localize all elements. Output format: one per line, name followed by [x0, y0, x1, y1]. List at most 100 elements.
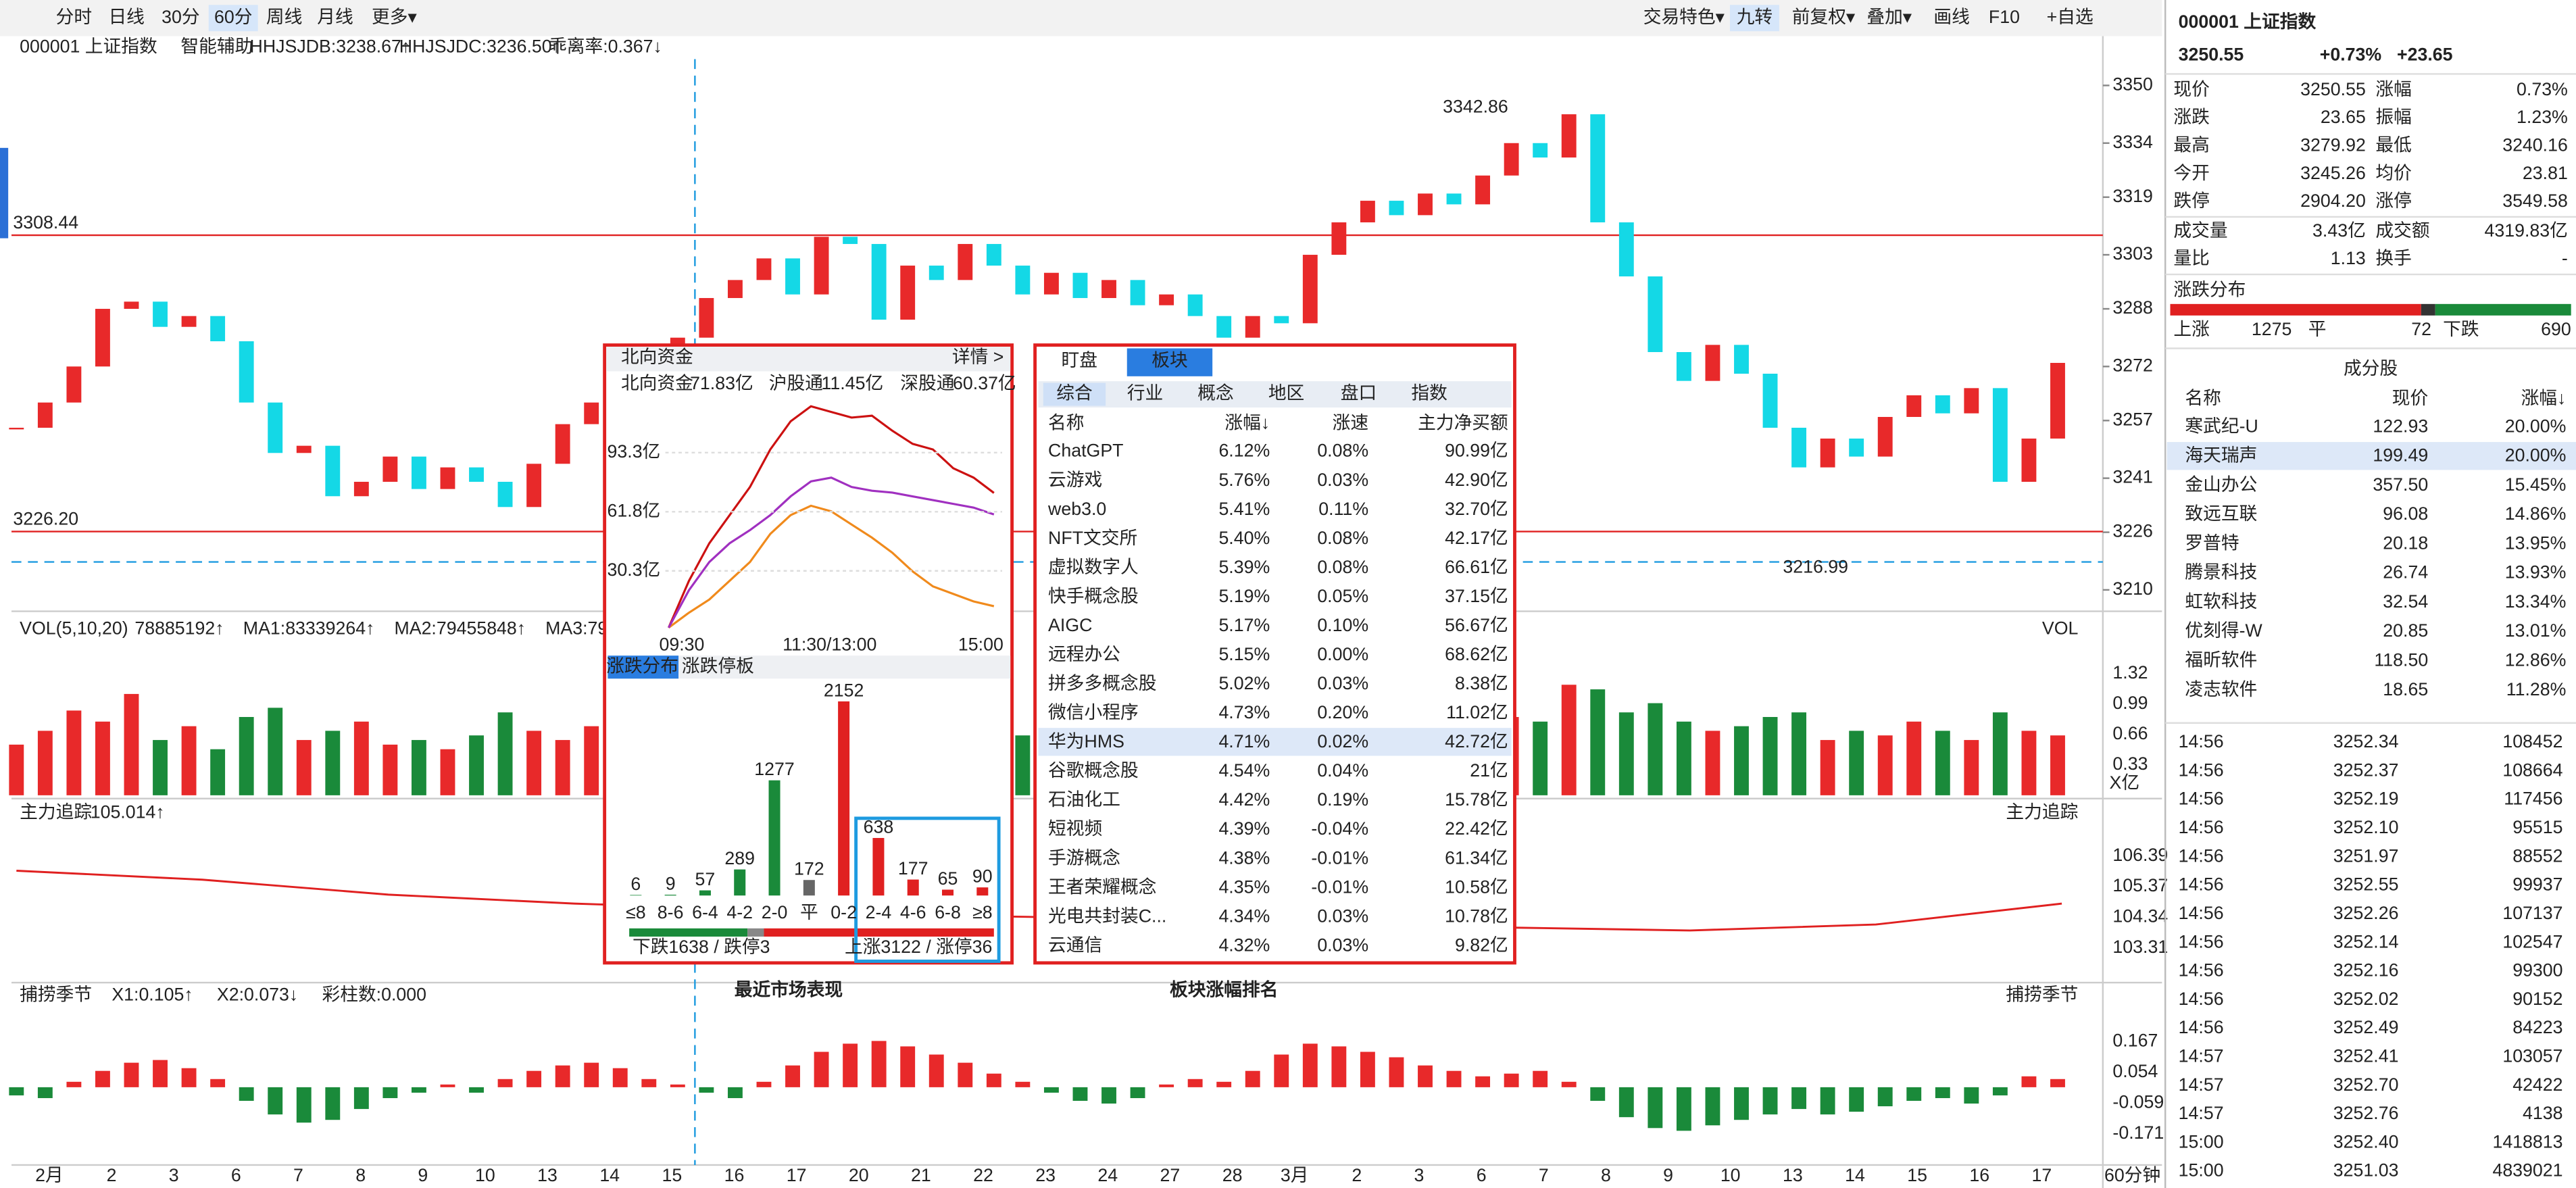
stock-name[interactable]: 致远互联	[2185, 503, 2257, 524]
legend-value: 60.37亿	[953, 373, 1016, 393]
toolbar-button[interactable]: 九转	[1737, 7, 1773, 27]
toolbar-button[interactable]: 日线	[108, 7, 144, 27]
stock-name[interactable]: 凌志软件	[2185, 679, 2257, 699]
stock-name[interactable]: 虹软科技	[2185, 591, 2257, 612]
toolbar-button[interactable]: +自选	[2047, 7, 2094, 27]
season-bar	[9, 1087, 24, 1095]
toolbar-button[interactable]: 分时	[56, 7, 92, 27]
cell: 32.54	[2383, 591, 2428, 612]
trade-cell: 103057	[2502, 1046, 2562, 1066]
stock-name[interactable]: 罗普特	[2185, 533, 2239, 553]
season-bar	[1849, 1087, 1864, 1112]
volume-bar	[1964, 740, 1979, 795]
cell: 5.76%	[1218, 470, 1270, 490]
flow-line	[668, 476, 995, 628]
caption: 板块涨幅排名	[1170, 979, 1278, 999]
cell: 5.17%	[1218, 615, 1270, 635]
trade-cell: 14:56	[2179, 931, 2224, 951]
season-bar	[1389, 1057, 1404, 1087]
cell: 8.38亿	[1455, 673, 1508, 693]
down-summary: 下跌1638 / 跌停3	[633, 937, 770, 957]
volume-bar	[2050, 735, 2065, 795]
sector-name[interactable]: 云游戏	[1048, 470, 1102, 490]
sector-name[interactable]: 石油化工	[1048, 789, 1120, 810]
sector-name[interactable]: 远程办公	[1048, 644, 1120, 664]
toolbar-button[interactable]: 30分	[162, 7, 199, 27]
toolbar-button[interactable]: 60分	[214, 7, 252, 27]
detail-link[interactable]: 详情 >	[952, 347, 1004, 367]
tab-selected	[608, 655, 679, 679]
stock-name[interactable]: 寒武纪-U	[2185, 416, 2258, 436]
sector-name[interactable]: web3.0	[1047, 499, 1106, 519]
season-bar	[1446, 1070, 1462, 1087]
toolbar-button[interactable]: 叠加▾	[1866, 7, 1912, 27]
sector-name[interactable]: 手游概念	[1048, 847, 1120, 868]
bar-category: 4-2	[726, 902, 753, 922]
sector-name[interactable]: 微信小程序	[1048, 702, 1139, 722]
volume-bar	[37, 731, 53, 795]
popup-header	[606, 347, 1011, 372]
candle	[1475, 175, 1491, 205]
subtab[interactable]: 地区	[1268, 383, 1304, 403]
y-tick-label: 106.39	[2112, 845, 2168, 865]
tab[interactable]: 盯盘	[1062, 350, 1097, 370]
sector-name[interactable]: 虚拟数字人	[1048, 557, 1139, 577]
quote-value: 3279.92	[2300, 134, 2366, 155]
volume-bar	[1533, 721, 1548, 795]
season-bar	[497, 1079, 513, 1087]
subtab[interactable]: 盘口	[1341, 383, 1377, 403]
sector-name[interactable]: 王者荣耀概念	[1048, 876, 1156, 897]
stock-name[interactable]: 优刻得-W	[2185, 620, 2262, 641]
cell: 20.00%	[2505, 416, 2567, 436]
tab[interactable]: 板块	[1151, 350, 1187, 370]
bar-category: ≤8	[626, 902, 646, 922]
toolbar-button[interactable]: 周线	[266, 7, 302, 27]
subtab[interactable]: 指数	[1411, 383, 1447, 403]
season-bar	[325, 1087, 341, 1120]
stock-name[interactable]: 福昕软件	[2185, 650, 2257, 670]
sector-name[interactable]: 谷歌概念股	[1048, 760, 1139, 781]
tab[interactable]: 涨跌停板	[682, 655, 754, 676]
x-tick-label: 17	[787, 1165, 807, 1185]
sector-name[interactable]: 短视频	[1048, 818, 1102, 839]
sector-name[interactable]: 快手概念股	[1048, 586, 1139, 606]
y-tick-label: 3319	[2112, 186, 2152, 206]
stock-name[interactable]: 腾景科技	[2185, 562, 2257, 583]
subtab[interactable]: 行业	[1127, 383, 1163, 403]
level-label: 3226.20	[13, 509, 78, 529]
stock-name[interactable]: 海天瑞声	[2185, 445, 2257, 466]
season-bar	[1533, 1070, 1548, 1087]
cell: 0.08%	[1317, 441, 1368, 461]
season-bar	[526, 1070, 542, 1087]
toolbar-button[interactable]: 交易特色▾	[1643, 7, 1725, 27]
toolbar-button[interactable]: 前复权▾	[1792, 7, 1856, 27]
cell: 0.20%	[1317, 702, 1368, 722]
sector-name[interactable]: 华为HMS	[1048, 731, 1124, 751]
stock-name[interactable]: 金山办公	[2185, 474, 2257, 495]
trade-cell: 99300	[2512, 960, 2562, 981]
sector-name[interactable]: 云通信	[1048, 935, 1102, 955]
sector-name[interactable]: ChatGPT	[1048, 441, 1123, 461]
season-bar	[1935, 1087, 1950, 1098]
toolbar-button[interactable]: 更多▾	[372, 7, 417, 27]
candle	[928, 266, 944, 280]
sector-name[interactable]: NFT文交所	[1048, 528, 1137, 548]
subtab[interactable]: 综合	[1056, 383, 1092, 403]
season-bar	[1159, 1084, 1174, 1087]
season-bar	[1101, 1087, 1116, 1104]
sector-name[interactable]: 拼多多概念股	[1048, 673, 1156, 693]
tab[interactable]: 涨跌分布	[606, 655, 678, 676]
sector-name[interactable]: 光电共封装C...	[1048, 906, 1166, 926]
season-bar	[1676, 1087, 1691, 1131]
sector-name[interactable]: AIGC	[1048, 615, 1092, 635]
toolbar-button[interactable]: 画线	[1933, 7, 1969, 27]
toolbar-button[interactable]: 月线	[317, 7, 353, 27]
volume-bar	[325, 731, 341, 795]
column-header: 现价	[2392, 388, 2428, 408]
subtab[interactable]: 概念	[1197, 383, 1233, 403]
trade-cell: 14:56	[2179, 1017, 2224, 1037]
season-bar	[1072, 1087, 1088, 1102]
toolbar-button[interactable]: F10	[1989, 7, 2020, 27]
season-bar	[153, 1060, 168, 1087]
y-tick-label: 105.37	[2112, 875, 2168, 895]
